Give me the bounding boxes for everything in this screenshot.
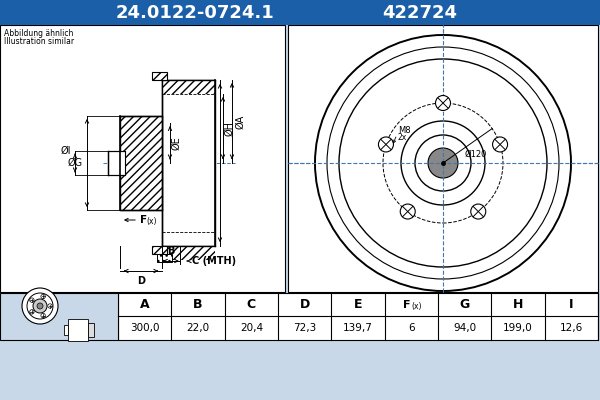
Bar (152, 72, 167, 80)
Circle shape (37, 303, 43, 309)
Text: 12,6: 12,6 (560, 323, 583, 333)
Circle shape (379, 137, 394, 152)
Bar (157, 254, 172, 262)
Circle shape (315, 35, 571, 291)
Text: ØI: ØI (61, 146, 71, 156)
Text: (x): (x) (412, 302, 422, 310)
Text: I: I (569, 298, 574, 311)
Text: 94,0: 94,0 (453, 323, 476, 333)
Text: B: B (193, 298, 203, 311)
Text: C (MTH): C (MTH) (192, 256, 236, 266)
Bar (0, 25, 285, 292)
Bar (162, 80, 215, 94)
Text: 72,3: 72,3 (293, 323, 316, 333)
Circle shape (428, 148, 458, 178)
Text: Abbildung ähnlich: Abbildung ähnlich (4, 29, 73, 38)
Text: 20,4: 20,4 (240, 323, 263, 333)
Bar (88, 323, 94, 337)
Bar (162, 80, 215, 246)
Text: 24.0122-0724.1: 24.0122-0724.1 (116, 4, 274, 22)
Circle shape (30, 310, 34, 314)
Circle shape (415, 135, 471, 191)
Circle shape (41, 313, 45, 318)
Bar (64, 325, 68, 335)
Circle shape (327, 47, 559, 279)
Text: D: D (137, 276, 145, 286)
Circle shape (41, 294, 45, 299)
Bar (152, 246, 167, 254)
Circle shape (401, 121, 485, 205)
Bar (288, 25, 598, 292)
Text: Illustration similar: Illustration similar (4, 37, 74, 46)
Text: ØG: ØG (68, 158, 83, 168)
Circle shape (33, 299, 47, 313)
Text: H: H (513, 298, 523, 311)
Text: F: F (403, 300, 410, 310)
Text: ØE: ØE (172, 136, 182, 150)
Text: F: F (140, 215, 147, 225)
Text: 300,0: 300,0 (130, 323, 160, 333)
Text: 199,0: 199,0 (503, 323, 533, 333)
Bar (0, 0, 600, 25)
Circle shape (27, 293, 53, 319)
Circle shape (400, 204, 415, 219)
Circle shape (22, 288, 58, 324)
Text: M8: M8 (398, 126, 410, 135)
Bar (0, 293, 118, 340)
Text: B: B (167, 246, 175, 256)
Circle shape (30, 298, 34, 302)
Text: C: C (247, 298, 256, 311)
Circle shape (493, 137, 508, 152)
Text: 422724: 422724 (383, 4, 458, 22)
Text: ØH: ØH (224, 121, 235, 136)
Text: 2x: 2x (398, 133, 407, 142)
Circle shape (48, 304, 52, 308)
Bar (118, 293, 598, 340)
Text: 139,7: 139,7 (343, 323, 373, 333)
Text: ØA: ØA (235, 114, 245, 129)
Text: A: A (140, 298, 149, 311)
Text: E: E (354, 298, 362, 311)
Text: 6: 6 (408, 323, 415, 333)
Bar (162, 246, 215, 260)
Text: (x): (x) (146, 217, 157, 226)
Circle shape (471, 204, 486, 219)
Text: 22,0: 22,0 (187, 323, 209, 333)
Text: G: G (460, 298, 470, 311)
Circle shape (339, 59, 547, 267)
Bar (108, 151, 125, 175)
Circle shape (436, 96, 451, 110)
Bar (120, 116, 162, 210)
Text: D: D (299, 298, 310, 311)
Text: Ø120: Ø120 (464, 150, 487, 159)
Bar (68, 319, 88, 341)
